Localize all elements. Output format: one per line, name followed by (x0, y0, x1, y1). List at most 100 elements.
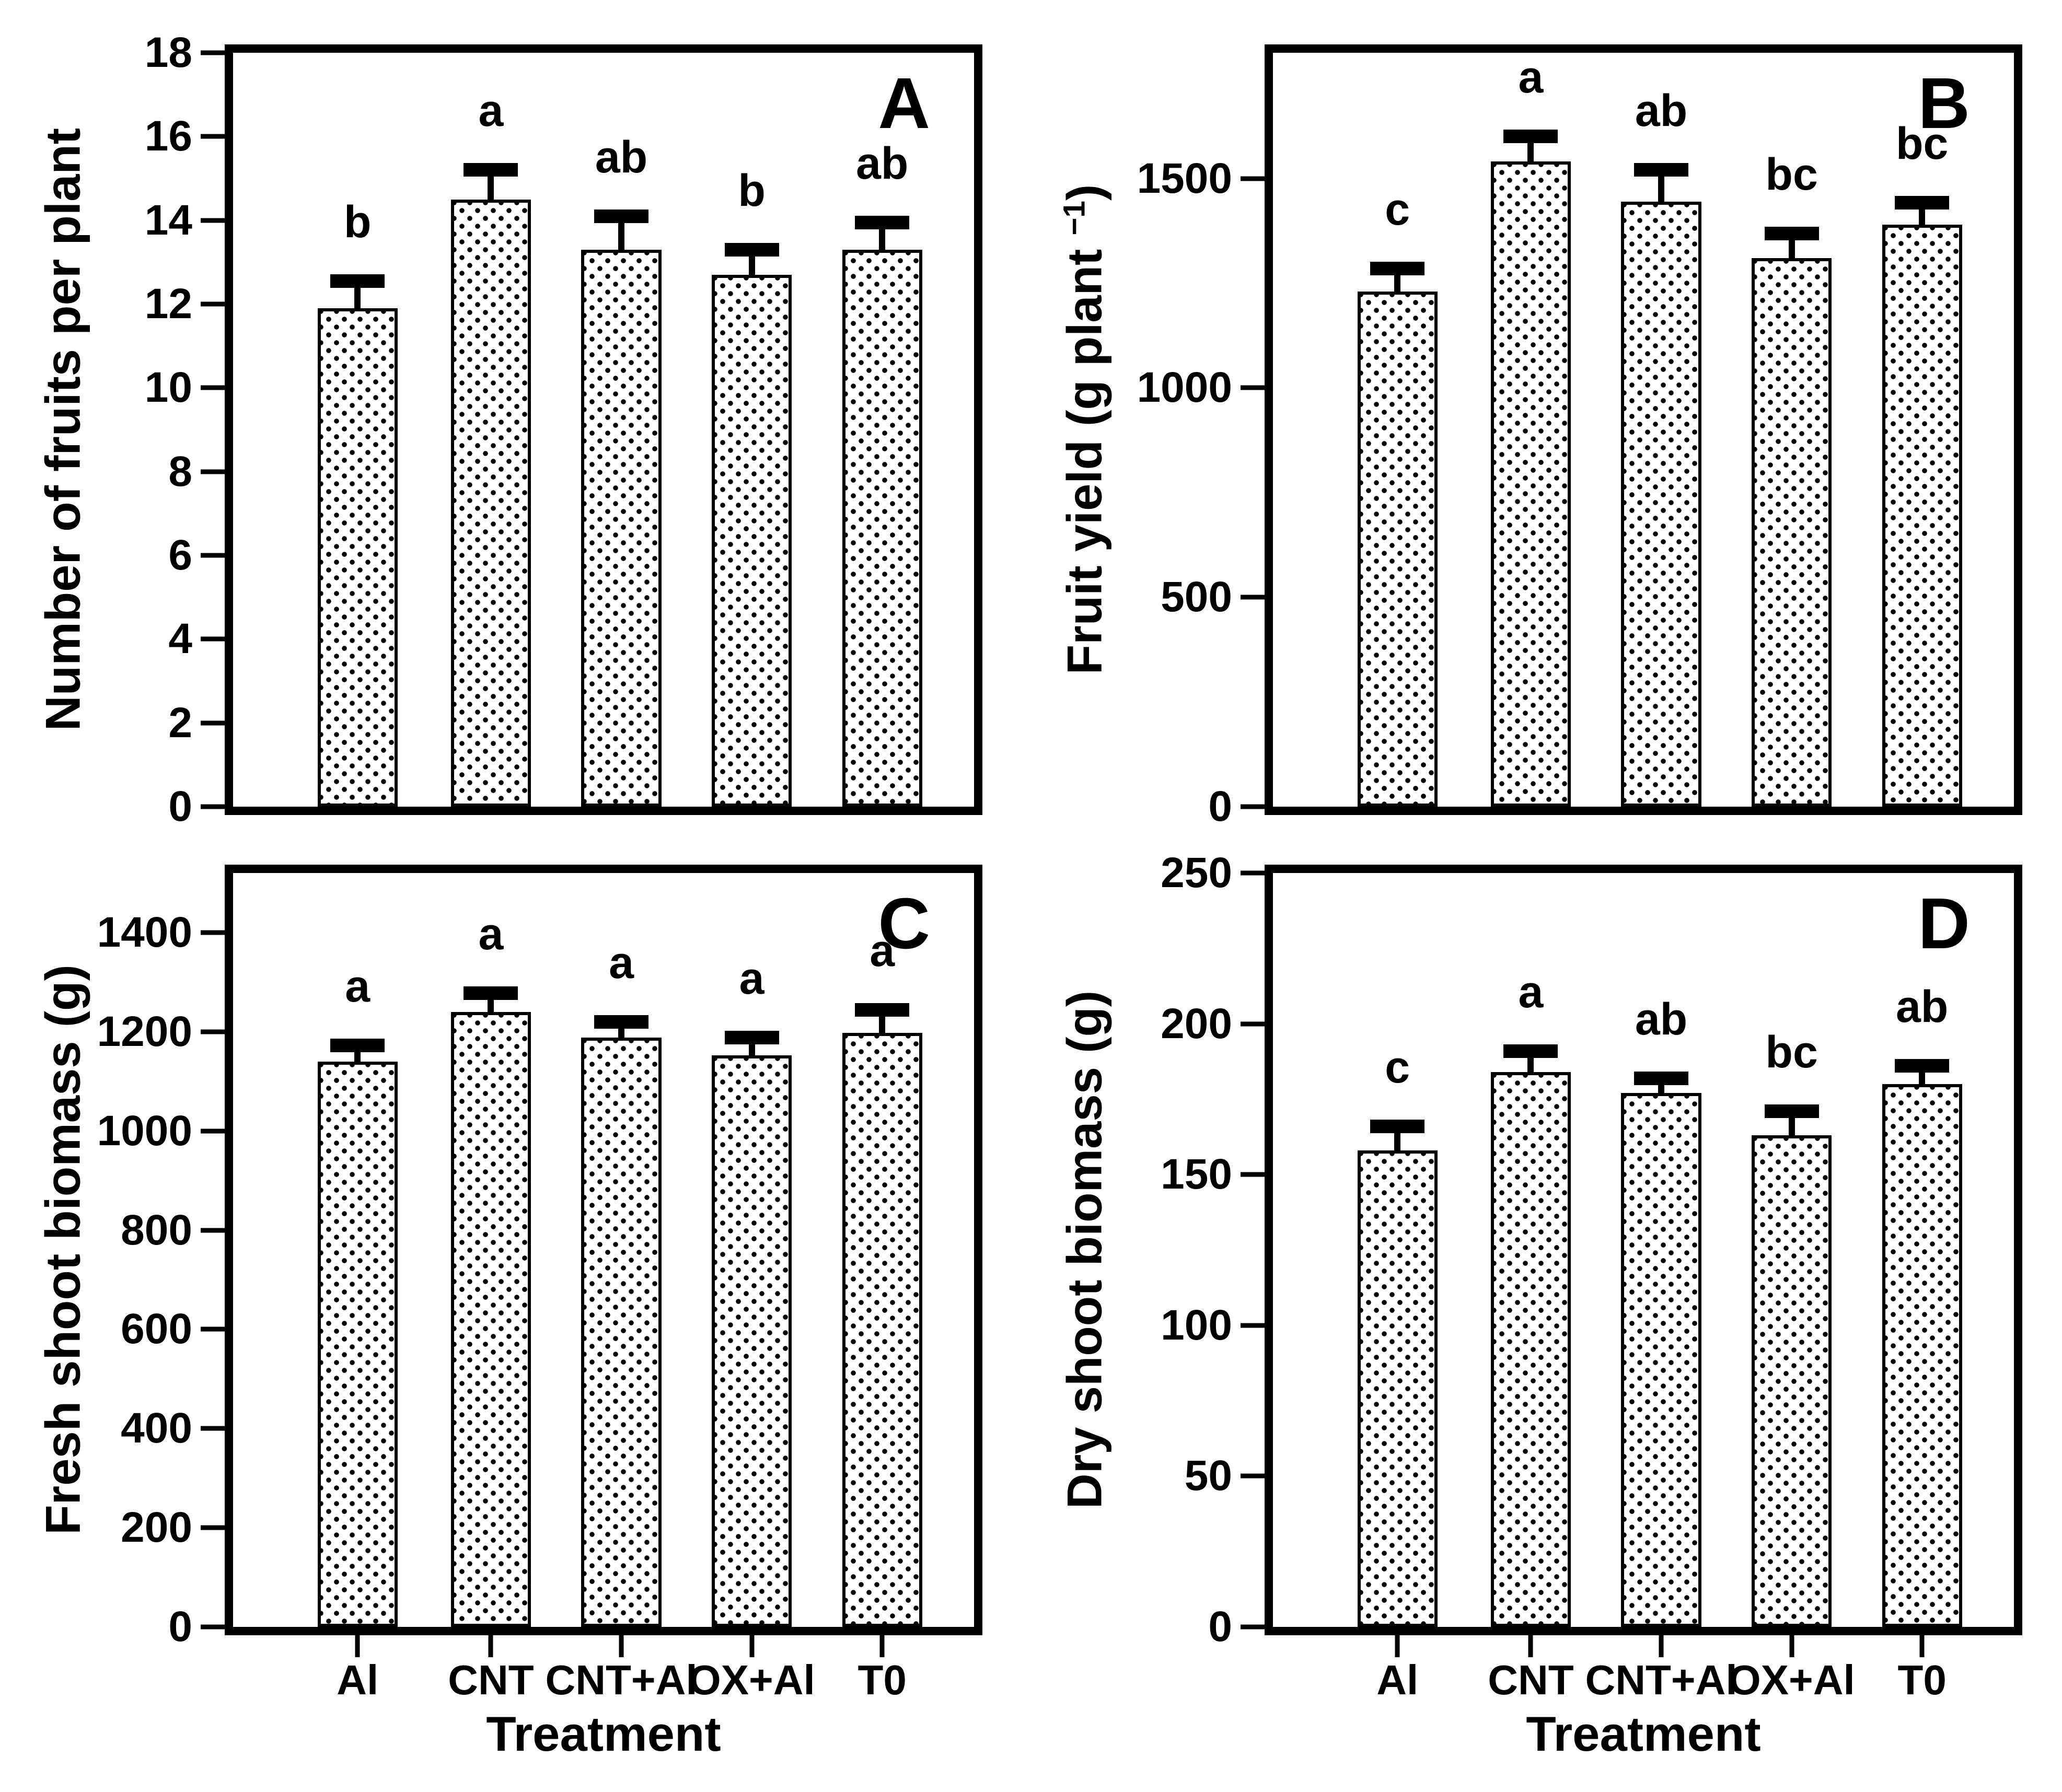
y-tick-label: 14 (144, 196, 192, 244)
y-axis-title-panel-c: Fresh shoot biomass (g) (36, 964, 90, 1535)
y-tick (1241, 870, 1265, 876)
bar-al (317, 1061, 398, 1627)
error-bar-cap (1895, 196, 1950, 210)
x-tick (1528, 1635, 1533, 1657)
y-axis-title-text: Number of fruits per plant (35, 127, 90, 731)
y-tick-label: 50 (1184, 1452, 1232, 1500)
x-tick (1395, 1635, 1400, 1657)
significance-letter: ab (855, 138, 909, 189)
bar-cnt (1490, 1072, 1571, 1627)
error-bar-cap (464, 986, 518, 1000)
x-category-label: CNT+Al (545, 1657, 698, 1703)
y-tick-label: 1200 (97, 1007, 192, 1055)
y-tick (201, 134, 225, 139)
x-tick (488, 1635, 493, 1657)
y-tick-label: 500 (1161, 573, 1232, 621)
significance-letter: ab (595, 132, 648, 182)
y-tick-label: 0 (1208, 783, 1232, 830)
x-category-label: OX+Al (688, 1657, 815, 1703)
error-bar-cap (724, 1031, 779, 1045)
y-tick (201, 50, 225, 55)
x-axis-title-left: Treatment (486, 1706, 721, 1761)
x-category-label: CNT (448, 1657, 534, 1703)
y-tick (201, 804, 225, 809)
y-tick (201, 469, 225, 474)
bar-ox+al (1752, 1135, 1832, 1627)
panel-letter-c: C (878, 883, 930, 964)
y-tick-label: 600 (121, 1305, 192, 1353)
y-tick-label: 100 (1161, 1301, 1232, 1349)
y-tick-label: 0 (168, 783, 192, 830)
error-bar-cap (1503, 130, 1558, 144)
y-tick (201, 301, 225, 307)
y-tick-label: 400 (121, 1404, 192, 1452)
error-bar-stem (1658, 170, 1665, 202)
panel-letter-d: D (1918, 883, 1970, 964)
bar-cnt+al (581, 1038, 662, 1627)
y-tick-label: 12 (144, 280, 192, 328)
y-tick-label: 2 (168, 699, 192, 747)
y-tick (1241, 1021, 1265, 1027)
y-axis-title-panel-b: Fruit yield (g plant −1) (1057, 184, 1112, 675)
bar-cnt+al (1621, 1093, 1701, 1627)
y-axis-title-panel-d: Dry shoot biomass (g) (1057, 990, 1112, 1509)
error-bar-cap (855, 215, 910, 229)
error-bar-cap (330, 274, 385, 288)
panel-letter-b: B (1918, 63, 1970, 144)
y-tick (201, 1326, 225, 1332)
error-bar-stem (618, 216, 625, 250)
error-bar-cap (330, 1039, 385, 1053)
y-tick-label: 1000 (1137, 364, 1232, 412)
significance-letter: bc (1765, 149, 1818, 200)
error-bar-cap (855, 1003, 910, 1017)
error-bar-cap (1634, 163, 1689, 177)
y-axis-title-text: Dry shoot biomass (g) (1057, 990, 1112, 1509)
y-axis-title-text: Fruit yield (g plant (1057, 235, 1112, 675)
x-tick (749, 1635, 755, 1657)
bar-al (1357, 1150, 1438, 1627)
y-tick-label: 1500 (1137, 154, 1232, 202)
y-tick-label: 6 (168, 531, 192, 579)
y-tick-label: 10 (144, 364, 192, 412)
x-tick (619, 1635, 624, 1657)
y-tick (1241, 1624, 1265, 1630)
error-bar-cap (1370, 261, 1425, 275)
x-tick (879, 1635, 885, 1657)
bar-al (317, 308, 398, 807)
y-tick-label: 8 (168, 447, 192, 495)
error-bar-stem (488, 170, 494, 200)
bar-t0 (1882, 1084, 1962, 1627)
x-category-label: CNT+Al (1585, 1657, 1737, 1703)
x-tick (1919, 1635, 1925, 1657)
x-category-label: Al (1376, 1657, 1419, 1703)
bar-ox+al (712, 274, 792, 807)
y-tick (1241, 1172, 1265, 1177)
y-tick-label: 250 (1161, 849, 1232, 897)
error-bar-cap (1764, 1104, 1819, 1118)
y-tick-label: 1000 (97, 1107, 192, 1155)
y-tick (1241, 804, 1265, 809)
bar-t0 (1882, 224, 1962, 807)
x-category-label: Al (337, 1657, 379, 1703)
bar-cnt (450, 1011, 531, 1627)
error-bar-cap (594, 209, 649, 223)
bar-cnt (1490, 161, 1571, 807)
significance-letter: a (739, 953, 764, 1004)
significance-letter: bc (1895, 119, 1949, 169)
significance-letter: a (609, 937, 634, 988)
y-tick (1241, 1323, 1265, 1328)
error-bar-cap (594, 1015, 649, 1029)
significance-letter: ab (1635, 994, 1688, 1044)
error-bar-stem (879, 222, 886, 250)
y-tick (201, 1426, 225, 1431)
y-tick (1241, 595, 1265, 600)
significance-letter: a (478, 909, 504, 959)
significance-letter: b (343, 196, 372, 247)
y-tick-label: 0 (168, 1603, 192, 1650)
y-tick (201, 1624, 225, 1630)
panel-letter-a: A (878, 63, 930, 144)
bar-ox+al (712, 1055, 792, 1627)
error-bar-stem (354, 281, 361, 309)
bar-cnt+al (1621, 201, 1701, 807)
